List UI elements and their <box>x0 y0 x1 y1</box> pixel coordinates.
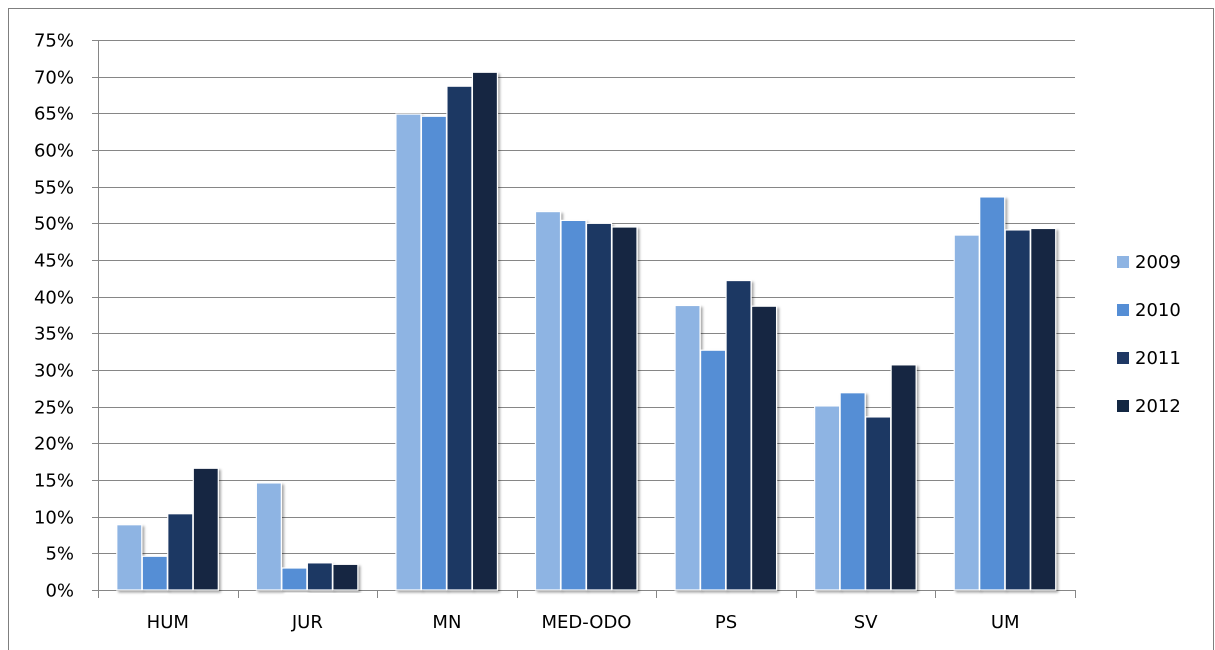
bar-2010-um <box>979 196 1006 591</box>
y-tick-label: 40% <box>34 288 74 309</box>
y-tick-label: 25% <box>34 398 74 419</box>
legend-label-2011: 2011 <box>1135 348 1181 369</box>
legend-swatch-2009 <box>1117 256 1129 268</box>
x-tick-label: PS <box>715 612 737 633</box>
bar-2011-sv <box>865 416 892 591</box>
bar-2011-jur <box>306 562 333 591</box>
bar-2009-um <box>953 234 980 591</box>
y-tick-label: 60% <box>34 141 74 162</box>
bar-2010-mn <box>420 115 448 591</box>
y-axis-tick-labels: 0% 5% 10% 15% 20% 25% 30% 35% 40% 45% 50% 55% 60% 65%… <box>34 31 74 602</box>
bar-2009-hum <box>116 524 143 591</box>
bar-2009-sv <box>814 405 841 591</box>
y-tick-label: 45% <box>34 251 74 272</box>
legend: 2009 2010 2011 2012 <box>1117 252 1181 417</box>
bar-2010-ps <box>699 349 727 591</box>
y-tick-label: 0% <box>45 581 74 602</box>
bar-2011-med-odo <box>585 222 613 591</box>
bar-2009-ps <box>674 304 701 591</box>
chart-border <box>8 8 1214 650</box>
bar-2010-jur <box>281 567 308 591</box>
y-tick-label: 30% <box>34 361 74 382</box>
bar-2009-med-odo <box>534 211 562 591</box>
x-tick-label: SV <box>854 612 878 633</box>
x-tick-label: MED-ODO <box>542 612 632 633</box>
y-tick-label: 55% <box>34 178 74 199</box>
y-tick-label: 75% <box>34 31 74 52</box>
bar-2012-med-odo <box>611 226 638 591</box>
bar-2010-sv <box>839 392 866 591</box>
legend-swatch-2010 <box>1117 304 1129 316</box>
bar-2011-um <box>1004 229 1031 591</box>
legend-swatch-2012 <box>1117 400 1129 412</box>
bar-2012-sv <box>890 364 917 591</box>
y-tick-label: 5% <box>45 544 74 565</box>
y-tick-label: 50% <box>34 214 74 235</box>
bar-2012-hum <box>192 467 219 591</box>
bar-2011-ps <box>725 279 752 591</box>
bar-2012-jur <box>332 563 359 591</box>
bar-2012-ps <box>750 305 778 591</box>
bar-2009-mn <box>395 113 422 591</box>
x-tick-label: JUR <box>291 612 323 633</box>
y-tick-label: 65% <box>34 104 74 125</box>
x-tick-label: UM <box>991 612 1020 633</box>
legend-label-2009: 2009 <box>1135 252 1181 273</box>
bar-2012-mn <box>471 71 499 591</box>
bars <box>116 71 1057 591</box>
bar-2012-um <box>1030 227 1057 591</box>
x-axis-tick-labels: HUM JUR MN MED-ODO PS SV UM <box>147 612 1020 633</box>
legend-label-2010: 2010 <box>1135 300 1181 321</box>
y-tick-label: 70% <box>34 68 74 89</box>
legend-label-2012: 2012 <box>1135 396 1181 417</box>
y-tick-label: 10% <box>34 508 74 529</box>
y-tick-label: 35% <box>34 324 74 345</box>
bar-2009-jur <box>255 482 282 591</box>
x-tick-label: MN <box>432 612 461 633</box>
bar-2011-hum <box>167 513 194 591</box>
x-tick-label: HUM <box>147 612 189 633</box>
y-tick-label: 15% <box>34 471 74 492</box>
bar-2010-hum <box>141 555 168 591</box>
bar-2011-mn <box>446 85 473 591</box>
legend-swatch-2011 <box>1117 352 1129 364</box>
y-tick-label: 20% <box>34 434 74 455</box>
bar-2010-med-odo <box>560 219 587 591</box>
